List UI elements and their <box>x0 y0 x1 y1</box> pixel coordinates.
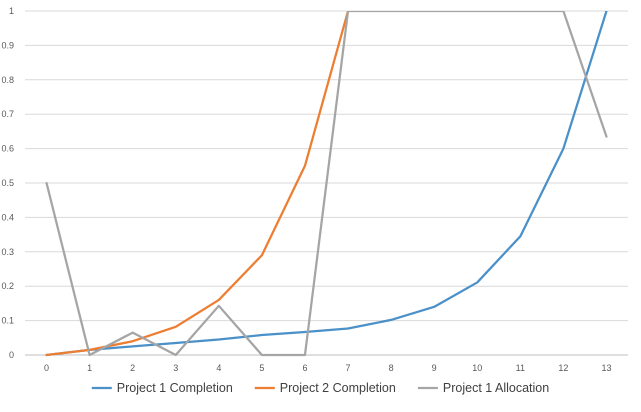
x-tick-label: 6 <box>302 363 307 373</box>
legend-item-1: Project 1 Completion <box>91 381 233 395</box>
x-tick-label: 0 <box>44 363 49 373</box>
legend-label: Project 1 Allocation <box>443 381 549 395</box>
legend-item-3: Project 1 Allocation <box>417 381 549 395</box>
legend-label: Project 2 Completion <box>280 381 396 395</box>
y-tick-label: 0.5 <box>1 178 14 188</box>
y-tick-label: 0 <box>9 350 14 360</box>
series-lines <box>45 11 608 357</box>
legend-item-2: Project 2 Completion <box>254 381 396 395</box>
y-tick-label: 0.8 <box>1 75 14 85</box>
y-tick-label: 0.7 <box>1 109 14 119</box>
series-line-3 <box>45 11 608 357</box>
x-tick-label: 12 <box>558 363 568 373</box>
y-tick-label: 0.1 <box>1 316 14 326</box>
y-tick-label: 0.6 <box>1 144 14 154</box>
x-tick-label: 1 <box>87 363 92 373</box>
y-axis-tick-labels: 0 0.1 0.2 0.3 0.4 0.5 0.6 0.7 0.8 0.9 1 <box>1 6 14 360</box>
y-tick-label: 0.2 <box>1 281 14 291</box>
legend-label: Project 1 Completion <box>117 381 233 395</box>
x-tick-label: 4 <box>216 363 221 373</box>
series-line-1 <box>45 11 608 357</box>
y-tick-label: 0.3 <box>1 247 14 257</box>
y-tick-label: 0.9 <box>1 40 14 50</box>
series-line-2 <box>45 11 350 357</box>
legend: Project 1 Completion Project 2 Completion… <box>91 381 549 395</box>
x-axis-tick-labels: 0 1 2 3 4 5 6 7 8 9 10 11 12 13 <box>44 363 611 373</box>
x-tick-label: 11 <box>516 363 525 373</box>
y-tick-label: 0.4 <box>1 212 14 222</box>
x-tick-label: 3 <box>173 363 178 373</box>
x-tick-label: 2 <box>130 363 135 373</box>
x-tick-label: 10 <box>472 363 482 373</box>
y-tick-label: 1 <box>9 6 14 16</box>
x-tick-label: 5 <box>259 363 264 373</box>
x-tick-label: 8 <box>389 363 394 373</box>
x-tick-label: 7 <box>346 363 351 373</box>
x-tick-label: 9 <box>432 363 437 373</box>
x-tick-label: 13 <box>601 363 611 373</box>
